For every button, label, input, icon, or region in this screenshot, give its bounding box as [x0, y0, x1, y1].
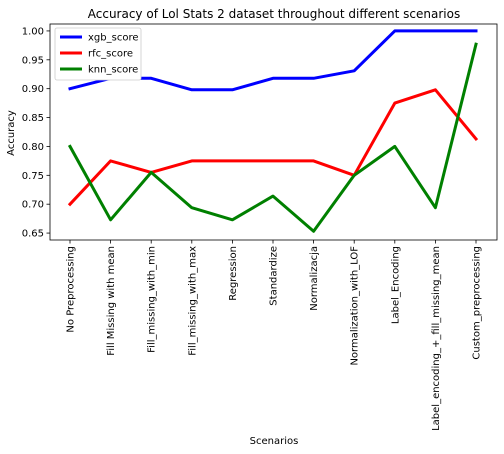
y-tick-label: 0.70: [22, 200, 44, 211]
x-tick-label: No Preprocessing: [66, 246, 77, 333]
x-tick-label: Fill_missing_with_max: [187, 246, 198, 356]
x-tick-label: Label_encoding_+_fill_missing_mean: [431, 246, 442, 431]
series-line-knn_score: [67, 42, 478, 233]
x-axis: No Preprocessing Fill Missing with mean Fi…: [66, 240, 483, 431]
x-tick-label: Normalization_with_LOF: [350, 246, 361, 366]
x-tick-label: Standardize: [269, 246, 280, 306]
chart-title: Accuracy of Lol Stats 2 dataset througho…: [88, 7, 460, 21]
legend-label-xgb_score: xgb_score: [88, 33, 138, 44]
x-axis-label: Scenarios: [250, 436, 299, 447]
y-tick-label: 0.85: [22, 113, 44, 124]
y-tick-label: 0.80: [22, 142, 44, 153]
x-tick-label: Regression: [228, 246, 239, 301]
x-tick-label: Label_Encoding: [390, 246, 401, 324]
y-tick-label: 0.90: [22, 84, 44, 95]
legend-label-rfc_score: rfc_score: [88, 49, 133, 60]
legend-label-knn_score: knn_score: [88, 65, 138, 76]
y-tick-label: 0.65: [22, 229, 44, 240]
y-axis-label: Accuracy: [6, 110, 17, 156]
legend-box: [54, 27, 142, 81]
y-tick-label: 0.95: [22, 55, 44, 66]
y-axis: 0.65 0.70 0.75 0.80 0.85 0.90 0.95 1.00: [22, 26, 50, 240]
x-tick-label: Normalizacja: [309, 246, 320, 311]
legend: xgb_score rfc_score knn_score: [54, 27, 142, 81]
plot-frame: [49, 23, 498, 241]
x-tick-label: Custom_preprocessing: [472, 246, 483, 360]
y-tick-label: 1.00: [22, 26, 44, 37]
x-tick-label: Fill Missing with mean: [106, 246, 117, 356]
x-tick-label: Fill_missing_with_min: [147, 246, 158, 353]
y-tick-label: 0.75: [22, 171, 44, 182]
series-line-rfc_score: [67, 88, 479, 207]
